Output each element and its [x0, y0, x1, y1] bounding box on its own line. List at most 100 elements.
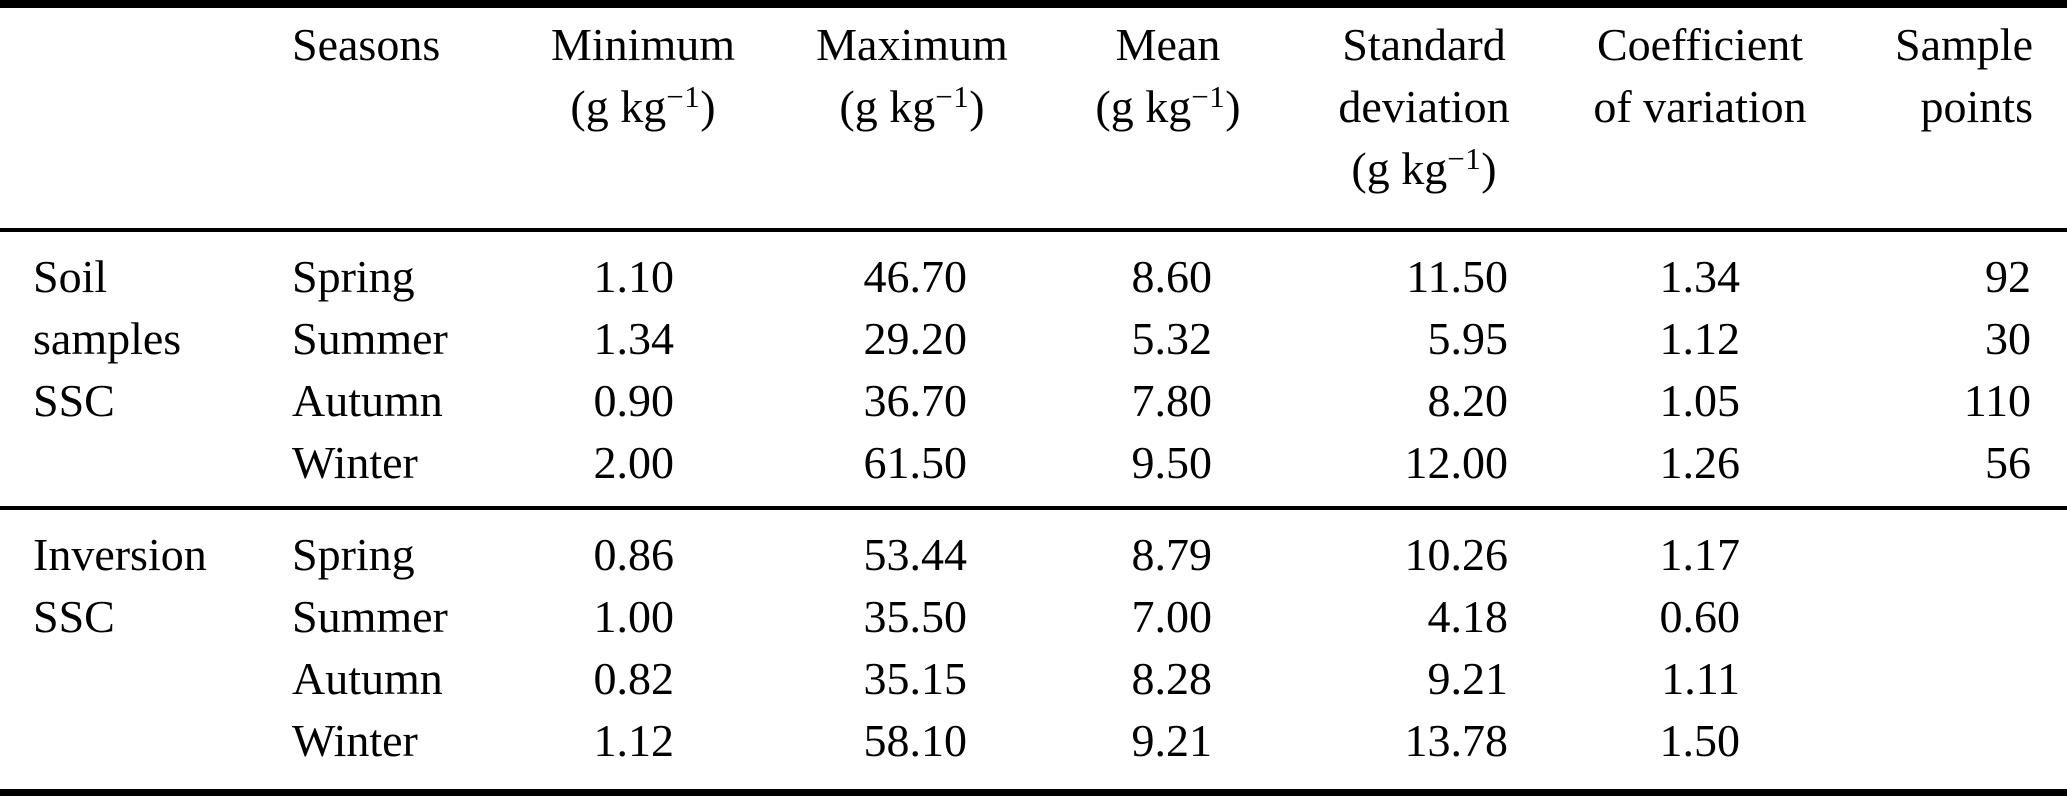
value-cell: 1.50: [1659, 715, 1741, 766]
value-cell: 29.20: [863, 313, 968, 364]
header-sample-label-1: Sample: [1895, 19, 2033, 70]
season-cell: Summer: [292, 591, 448, 642]
group-label-cell: samples: [33, 313, 182, 364]
table-row: Soil Spring 1.10 46.70 8.60 11.50 1.34 92: [0, 230, 2067, 308]
value-cell: 1.00: [593, 591, 675, 642]
header-minimum: Minimum (g kg−1): [533, 4, 753, 232]
table-row: samples Summer 1.34 29.20 5.32 5.95 1.12 30: [0, 308, 2067, 370]
value-cell: 1.26: [1659, 437, 1741, 488]
header-standard-deviation: Standard deviation (g kg−1): [1265, 4, 1583, 232]
season-cell: Autumn: [292, 653, 443, 704]
group-label-cell: [0, 710, 280, 793]
value-cell: 0.60: [1659, 591, 1741, 642]
value-cell: 1.10: [593, 251, 675, 302]
value-cell: 0.90: [593, 375, 675, 426]
value-cell: 7.80: [1131, 375, 1213, 426]
value-cell: 10.26: [1404, 529, 1509, 580]
table-group-1: Soil Spring 1.10 46.70 8.60 11.50 1.34 92 sample…: [0, 230, 2067, 508]
header-maximum: Maximum (g kg−1): [753, 4, 1071, 232]
table-row: Winter 1.12 58.10 9.21 13.78 1.50: [0, 710, 2067, 793]
header-group: [0, 4, 280, 232]
header-stddev-label-2: deviation: [1338, 81, 1510, 132]
value-cell: 5.32: [1131, 313, 1213, 364]
value-cell: 58.10: [863, 715, 968, 766]
header-cv-label-1: Coefficient: [1596, 19, 1804, 70]
season-cell: Winter: [292, 715, 418, 766]
value-cell: 35.50: [863, 591, 968, 642]
header-seasons: Seasons: [280, 4, 533, 232]
value-cell: 35.15: [863, 653, 968, 704]
value-cell: 7.00: [1131, 591, 1213, 642]
group-label-cell: [0, 648, 280, 710]
value-cell: 0.82: [593, 653, 675, 704]
value-cell: 0.86: [593, 529, 675, 580]
table-row: SSC Autumn 0.90 36.70 7.80 8.20 1.05 110: [0, 370, 2067, 432]
table-row: Inversion Spring 0.86 53.44 8.79 10.26 1.17: [0, 508, 2067, 586]
unit-g-per-kg: (g kg−1): [1351, 141, 1497, 194]
header-minimum-label: Minimum: [550, 19, 736, 70]
header-cv-label-2: of variation: [1593, 81, 1807, 132]
header-seasons-label: Seasons: [292, 19, 441, 70]
value-cell: 8.60: [1131, 251, 1213, 302]
value-cell: 1.05: [1659, 375, 1741, 426]
value-cell: 110: [1963, 375, 2031, 426]
value-cell: 12.00: [1404, 437, 1509, 488]
value-cell: 2.00: [593, 437, 675, 488]
value-cell: [1817, 586, 2067, 648]
group-label-cell: Inversion: [33, 529, 207, 580]
header-maximum-label: Maximum: [816, 19, 1008, 70]
table-row: Autumn 0.82 35.15 8.28 9.21 1.11: [0, 648, 2067, 710]
value-cell: 13.78: [1404, 715, 1509, 766]
table-row: Winter 2.00 61.50 9.50 12.00 1.26 56: [0, 432, 2067, 508]
value-cell: 4.18: [1427, 591, 1509, 642]
value-cell: 1.34: [1659, 251, 1741, 302]
season-cell: Summer: [292, 313, 448, 364]
value-cell: [1817, 508, 2067, 586]
header-sample-label-2: points: [1920, 81, 2033, 132]
value-cell: 1.12: [1659, 313, 1741, 364]
season-cell: Winter: [292, 437, 418, 488]
value-cell: 1.34: [593, 313, 675, 364]
season-cell: Spring: [292, 529, 415, 580]
value-cell: 30: [1985, 313, 2031, 364]
group-label-cell: SSC: [33, 591, 115, 642]
value-cell: 36.70: [863, 375, 968, 426]
header-mean: Mean (g kg−1): [1071, 4, 1265, 232]
unit-g-per-kg: (g kg−1): [839, 79, 985, 132]
header-row: Seasons Minimum (g kg−1) Maximum (g kg−1…: [0, 4, 2067, 232]
unit-g-per-kg: (g kg−1): [570, 79, 716, 132]
header-coefficient-of-variation: Coefficient of variation: [1583, 4, 1817, 232]
value-cell: [1817, 710, 2067, 793]
value-cell: 56: [1985, 437, 2031, 488]
header-stddev-label-1: Standard: [1342, 19, 1506, 70]
group-label-cell: SSC: [33, 375, 115, 426]
season-cell: Autumn: [292, 375, 443, 426]
value-cell: 8.79: [1131, 529, 1213, 580]
header-sample-points: Sample points: [1817, 4, 2067, 232]
value-cell: 53.44: [863, 529, 968, 580]
value-cell: 9.21: [1131, 715, 1213, 766]
value-cell: 1.12: [593, 715, 675, 766]
header-mean-label: Mean: [1115, 19, 1221, 70]
value-cell: 92: [1985, 251, 2031, 302]
value-cell: 9.50: [1131, 437, 1213, 488]
value-cell: 8.20: [1427, 375, 1509, 426]
value-cell: 11.50: [1406, 251, 1508, 302]
value-cell: 5.95: [1427, 313, 1509, 364]
value-cell: [1817, 648, 2067, 710]
value-cell: 61.50: [863, 437, 968, 488]
unit-g-per-kg: (g kg−1): [1095, 79, 1241, 132]
table-row: SSC Summer 1.00 35.50 7.00 4.18 0.60: [0, 586, 2067, 648]
group-label-cell: [0, 432, 280, 508]
value-cell: 9.21: [1427, 653, 1509, 704]
value-cell: 8.28: [1131, 653, 1213, 704]
table-header: Seasons Minimum (g kg−1) Maximum (g kg−1…: [0, 4, 2067, 232]
value-cell: 46.70: [863, 251, 968, 302]
table-group-2: Inversion Spring 0.86 53.44 8.79 10.26 1.17 SSC…: [0, 508, 2067, 793]
season-cell: Spring: [292, 251, 415, 302]
value-cell: 1.17: [1659, 529, 1741, 580]
value-cell: 1.11: [1661, 653, 1740, 704]
group-label-cell: Soil: [33, 251, 108, 302]
